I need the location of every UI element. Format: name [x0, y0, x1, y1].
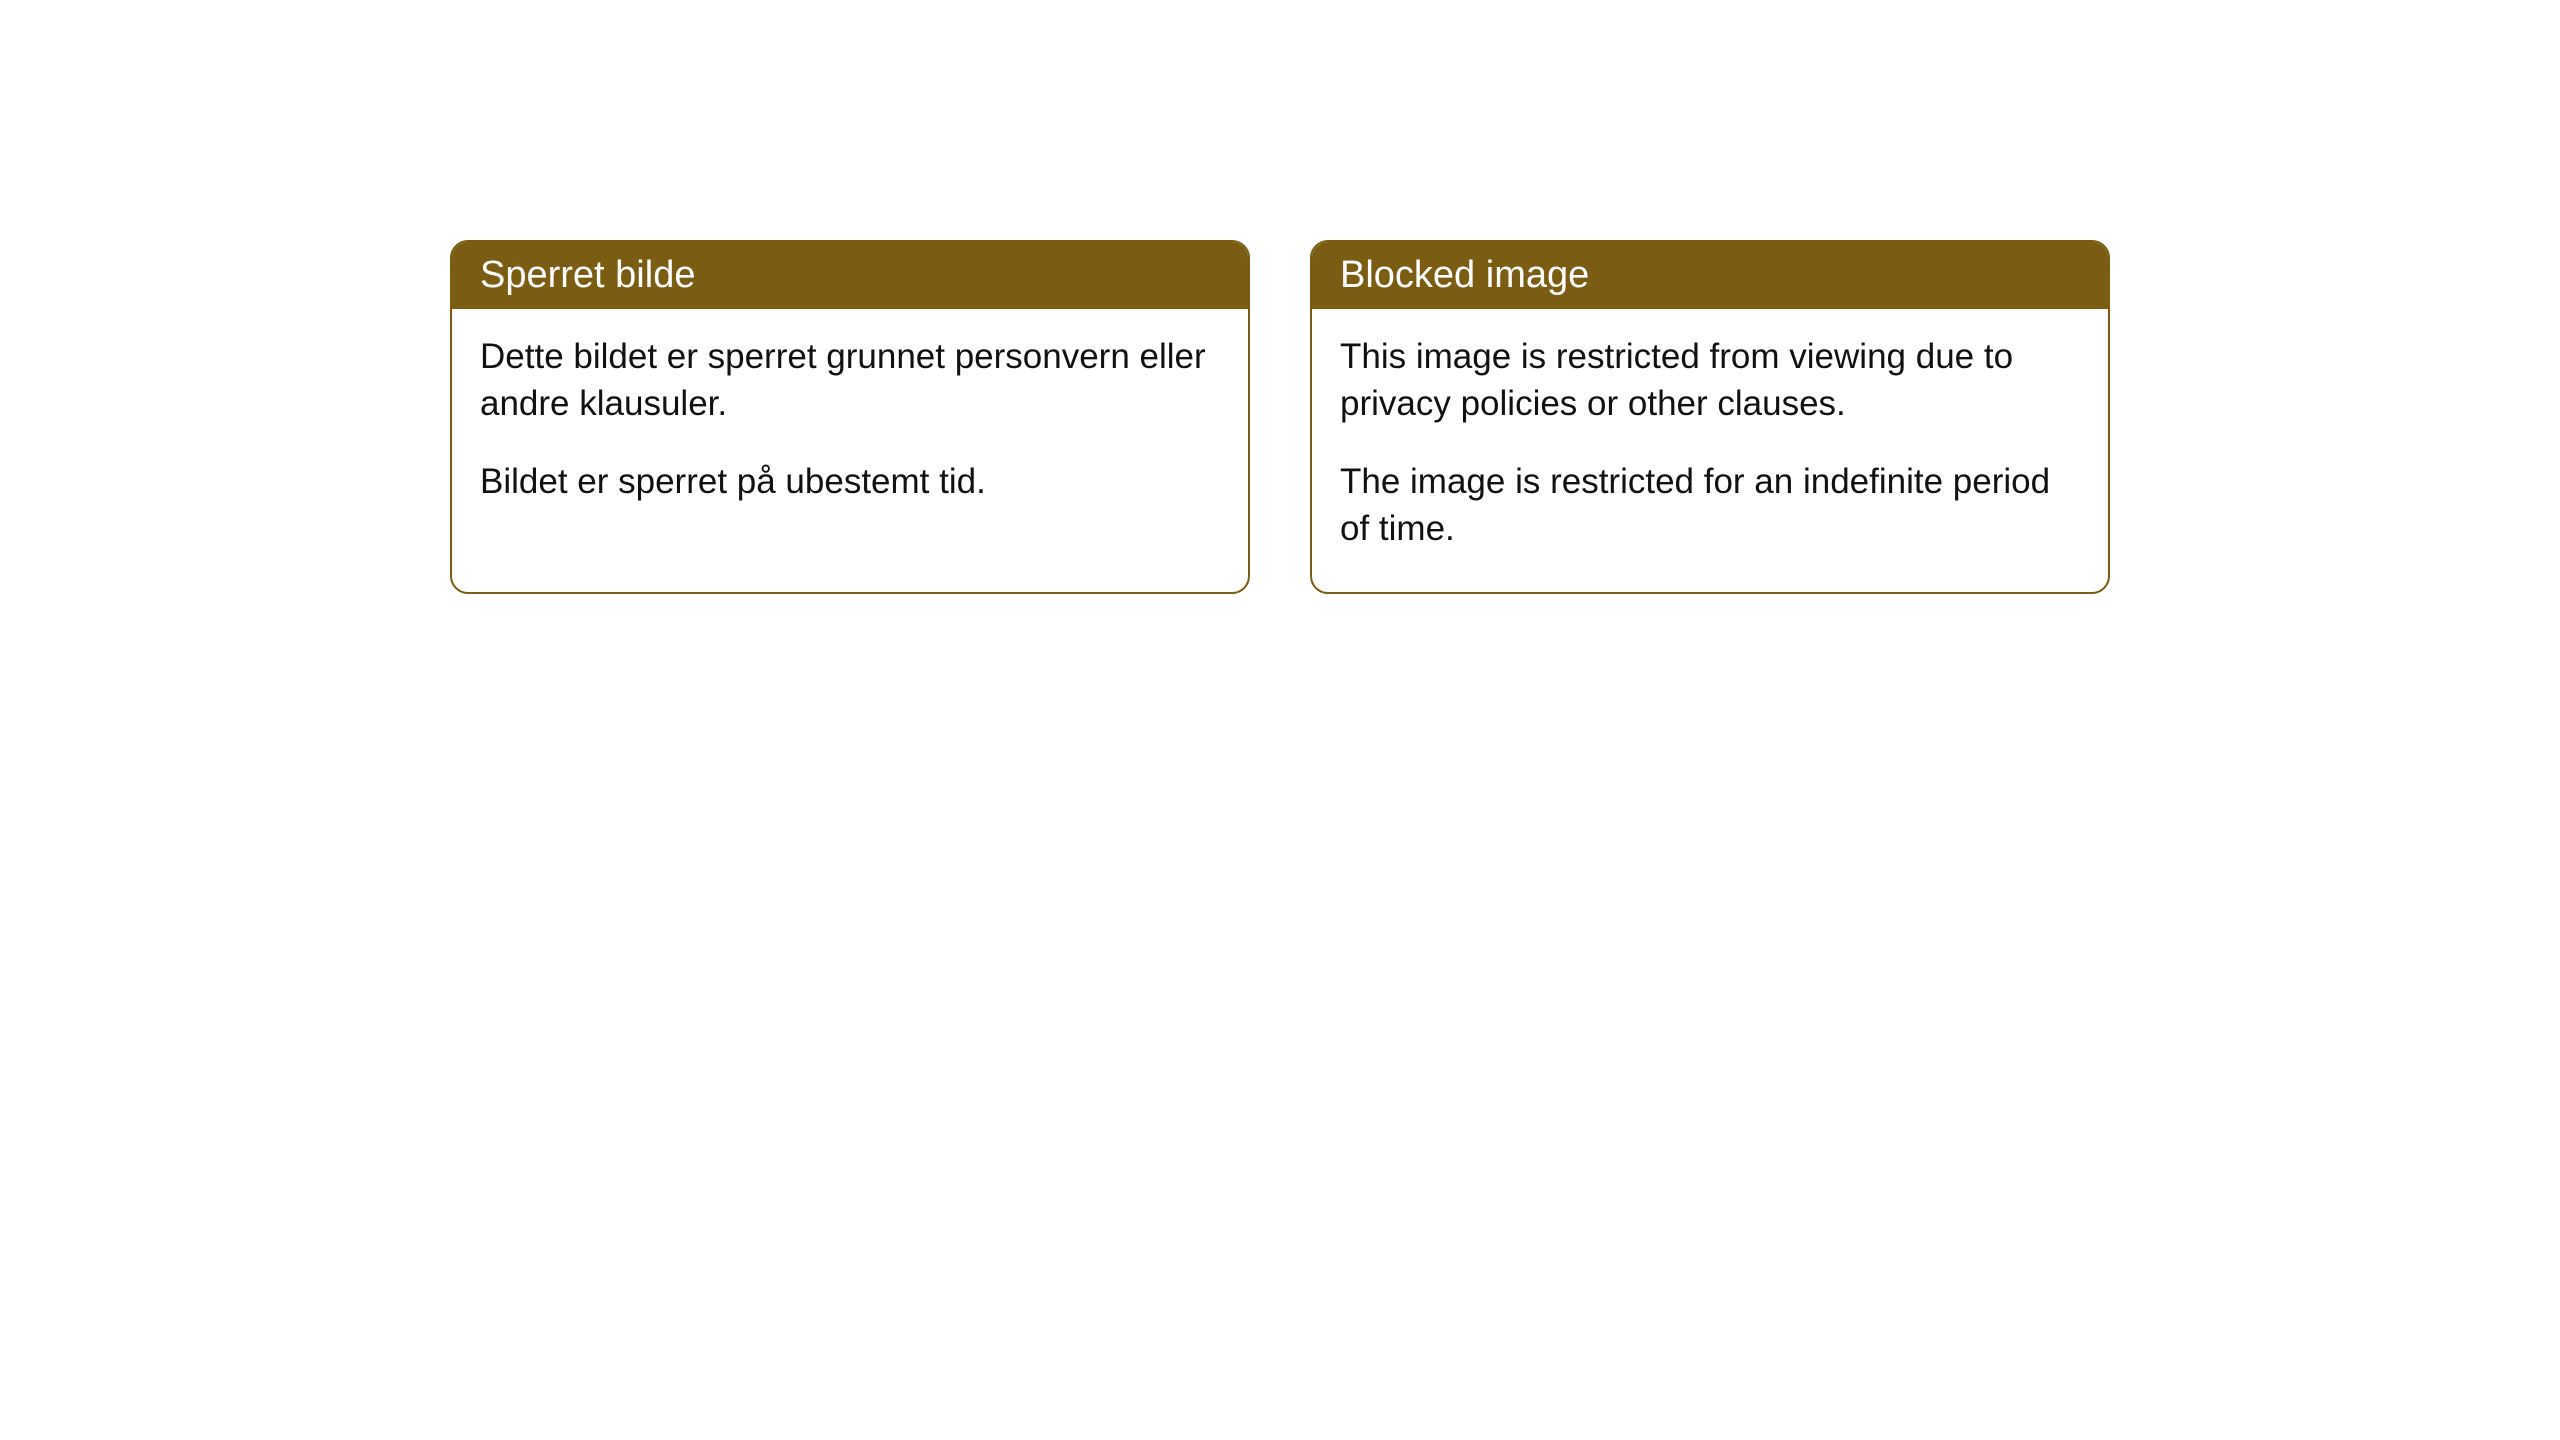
- card-body-english: This image is restricted from viewing du…: [1312, 309, 2108, 592]
- card-english: Blocked image This image is restricted f…: [1310, 240, 2110, 594]
- card-header-norwegian: Sperret bilde: [452, 242, 1248, 309]
- card-body-norwegian: Dette bildet er sperret grunnet personve…: [452, 309, 1248, 545]
- card-paragraph: Bildet er sperret på ubestemt tid.: [480, 458, 1220, 505]
- card-paragraph: Dette bildet er sperret grunnet personve…: [480, 333, 1220, 428]
- card-header-english: Blocked image: [1312, 242, 2108, 309]
- card-paragraph: The image is restricted for an indefinit…: [1340, 458, 2080, 553]
- cards-container: Sperret bilde Dette bildet er sperret gr…: [450, 240, 2110, 594]
- card-paragraph: This image is restricted from viewing du…: [1340, 333, 2080, 428]
- card-norwegian: Sperret bilde Dette bildet er sperret gr…: [450, 240, 1250, 594]
